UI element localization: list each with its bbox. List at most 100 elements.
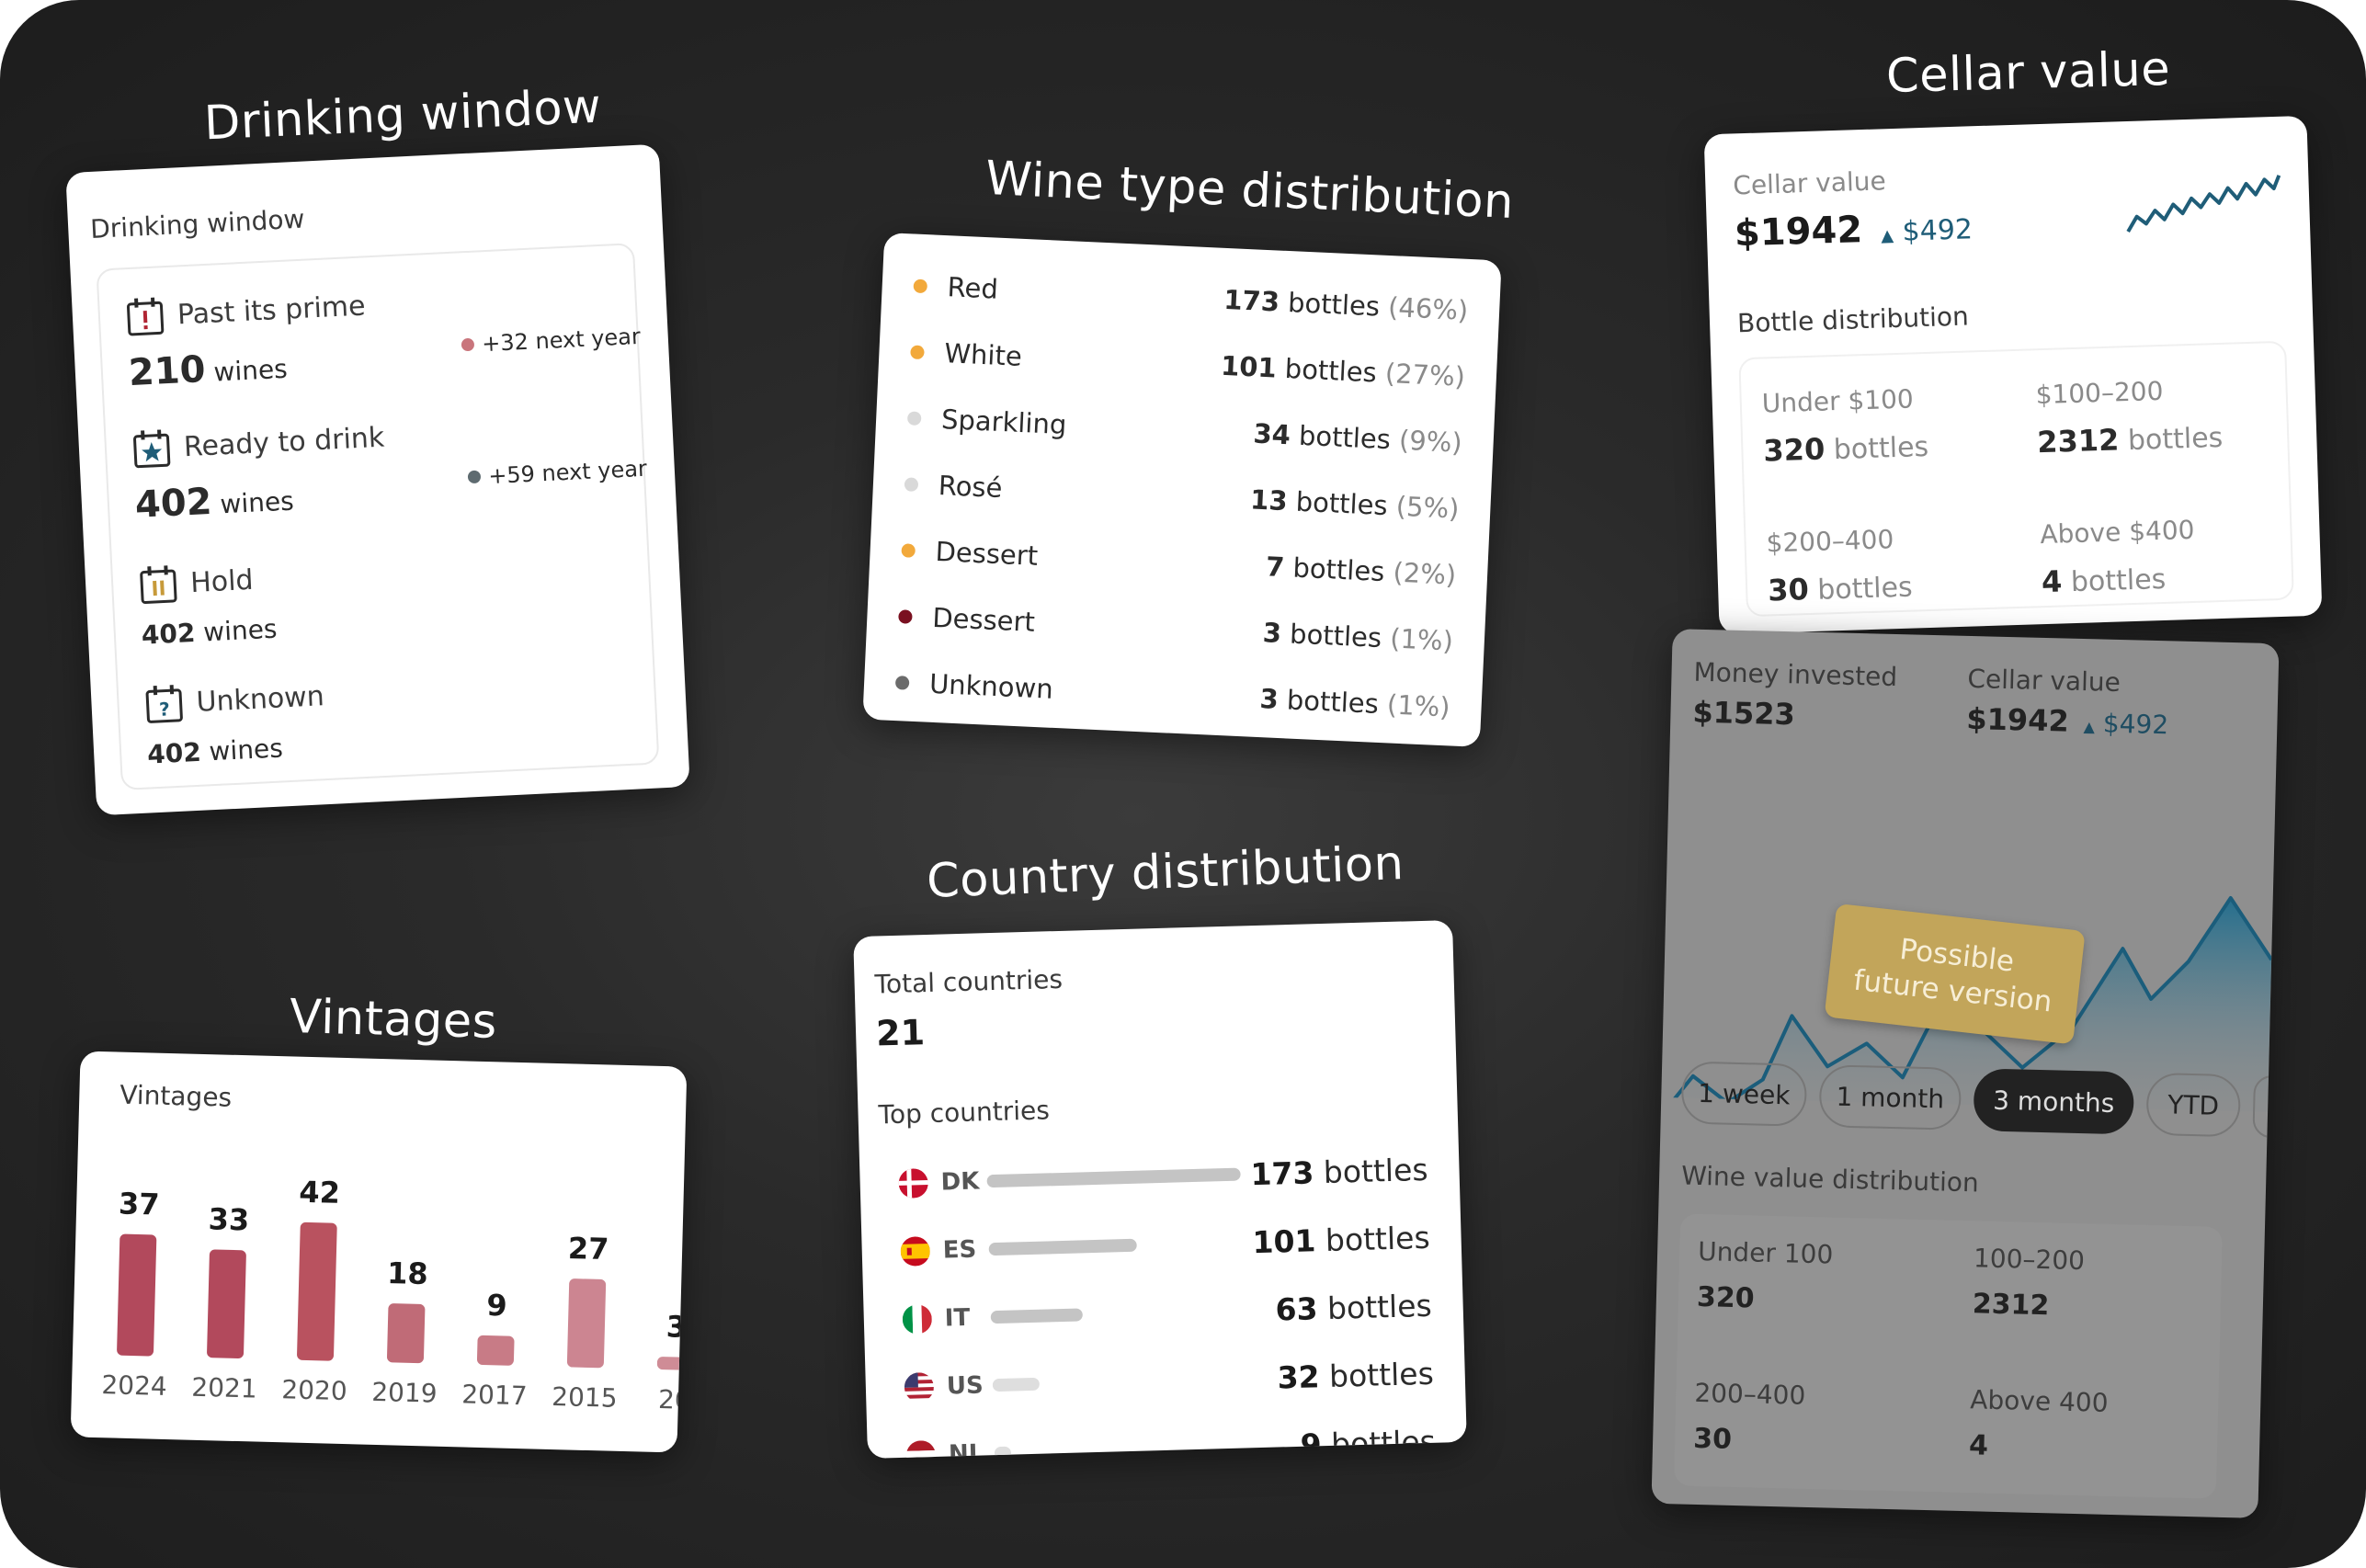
- value-cell-label: 100–200: [1973, 1243, 2086, 1277]
- country-code: ES: [942, 1235, 977, 1265]
- vintage-bar[interactable]: [656, 1357, 688, 1370]
- country-row[interactable]: NL 9 bottles: [905, 1415, 1436, 1459]
- cellar-value-label: Cellar value: [1732, 165, 1887, 201]
- wine-value-distribution-label: Wine value distribution: [1680, 1160, 1980, 1199]
- country-share-bar: [988, 1238, 1137, 1256]
- value-cell-under-100[interactable]: Under 100 320: [1697, 1236, 1834, 1317]
- cellar-value-row: $1942 ▲ $492: [1734, 205, 1973, 255]
- drinking-window-row-ready[interactable]: Ready to drink 402 wines +59 next year: [131, 405, 647, 527]
- wine-type-row[interactable]: Sparkling 34 bottles (9%): [906, 390, 1463, 470]
- period-more[interactable]: [2252, 1074, 2280, 1139]
- hold-title: Hold: [189, 563, 255, 599]
- hold-unit: wines: [202, 613, 279, 648]
- country-row[interactable]: US 32 bottles: [904, 1347, 1434, 1414]
- wine-type-dot-icon: [904, 476, 919, 492]
- value-cell-above-400[interactable]: Above 400 4: [1969, 1384, 2109, 1465]
- country-unit: bottles: [1323, 1151, 1429, 1190]
- bottle-cell-count: 4: [2041, 563, 2063, 600]
- top-countries-label: Top countries: [878, 1095, 1051, 1131]
- future-cellar-change-text: $492: [2102, 708, 2169, 741]
- future-cellar-value: $1942: [1965, 700, 2070, 739]
- calendar-alert-icon: [126, 297, 165, 336]
- country-row[interactable]: DK 173 bottles: [898, 1143, 1428, 1210]
- bottle-cell-100-200[interactable]: $100–200 2312 bottles: [2035, 374, 2224, 460]
- country-code: DK: [940, 1167, 980, 1197]
- vintage-bar[interactable]: [117, 1233, 157, 1357]
- vintage-bar[interactable]: [476, 1335, 515, 1366]
- period-1-week[interactable]: 1 week: [1680, 1061, 1808, 1127]
- value-cell-200-400[interactable]: 200–400 30: [1693, 1378, 1806, 1458]
- future-cellar-change: ▲ $492: [2083, 708, 2169, 741]
- bottle-cell-under-100[interactable]: Under $100 320 bottles: [1761, 383, 1928, 468]
- country-count: 173: [1249, 1153, 1314, 1192]
- triangle-up-icon: ▲: [2083, 718, 2096, 736]
- future-cellar-label: Cellar value: [1967, 663, 2121, 698]
- value-cell-value: 30: [1692, 1422, 1733, 1456]
- wine-type-card: Red 173 bottles (46%) White 101 bottles (27…: [862, 233, 1502, 747]
- country-section-title: Country distribution: [926, 836, 1405, 909]
- drinking-window-list: Past its prime 210 wines +32 next year R…: [96, 243, 660, 791]
- drinking-window-row-hold[interactable]: Hold 402 wines: [138, 541, 629, 651]
- period-1-month[interactable]: 1 month: [1818, 1064, 1962, 1131]
- country-share-bar: [986, 1167, 1241, 1188]
- wine-type-dot-icon: [898, 608, 913, 624]
- wine-type-row[interactable]: Dessert 3 bottles (1%): [897, 588, 1454, 668]
- wine-type-value: 7 bottles (2%): [1265, 551, 1457, 590]
- wine-type-label: White: [943, 337, 1023, 372]
- wine-type-row[interactable]: Red 173 bottles (46%): [912, 258, 1469, 338]
- value-cell-value: 320: [1696, 1280, 1755, 1315]
- period-ytd[interactable]: YTD: [2145, 1072, 2242, 1138]
- vintage-bar[interactable]: [566, 1278, 607, 1369]
- wine-type-pct: (9%): [1398, 424, 1463, 459]
- country-share-bar: [990, 1308, 1083, 1324]
- future-cellar-value-block: Cellar value $1942 ▲ $492: [1966, 664, 2170, 741]
- denmark-flag-icon: [898, 1168, 929, 1199]
- country-share-bar: [994, 1446, 1012, 1459]
- country-count: 32: [1277, 1358, 1321, 1396]
- vintage-bar[interactable]: [207, 1249, 246, 1359]
- country-value: 101 bottles: [1252, 1219, 1430, 1259]
- wine-type-dot-icon: [901, 542, 916, 558]
- country-row[interactable]: ES 101 bottles: [900, 1211, 1430, 1278]
- wine-type-unit: bottles: [1286, 684, 1380, 720]
- bottle-cell-above-400[interactable]: Above $400 4 bottles: [2040, 515, 2197, 599]
- total-countries-value: 21: [875, 1012, 926, 1054]
- usa-flag-icon: [904, 1371, 935, 1403]
- calendar-question-icon: ?: [145, 685, 183, 723]
- wine-type-label: Dessert: [934, 535, 1039, 572]
- hold-count: 402: [141, 617, 197, 651]
- drinking-window-row-unknown[interactable]: ? Unknown 402 wines: [144, 661, 635, 770]
- cellar-value-card: Cellar value $1942 ▲ $492 Bottle distrib…: [1703, 115, 2323, 635]
- wine-type-row[interactable]: White 101 bottles (27%): [909, 324, 1466, 403]
- wine-type-dot-icon: [894, 675, 910, 690]
- sparkline-chart: [2126, 175, 2281, 233]
- country-value: 63 bottles: [1275, 1287, 1432, 1327]
- period-3-months[interactable]: 3 months: [1973, 1068, 2135, 1135]
- wine-type-pct: (1%): [1386, 688, 1451, 723]
- cellar-value-section-title: Cellar value: [1885, 41, 2171, 105]
- country-row[interactable]: IT 63 bottles: [902, 1279, 1432, 1346]
- wine-type-value: 173 bottles (46%): [1223, 284, 1469, 326]
- drinking-window-section-title: Drinking window: [202, 79, 603, 152]
- wine-type-dot-icon: [913, 278, 928, 293]
- vintage-bar[interactable]: [387, 1303, 426, 1364]
- country-unit: bottles: [1328, 1355, 1435, 1394]
- wine-type-row[interactable]: Rosé 13 bottles (5%): [904, 456, 1461, 536]
- wine-type-value: 101 bottles (27%): [1220, 350, 1465, 392]
- wine-type-count: 3: [1262, 617, 1282, 650]
- calendar-pause-icon: [140, 565, 177, 605]
- value-cell-value: 2312: [1972, 1288, 2050, 1323]
- wine-type-label: Rosé: [938, 469, 1004, 505]
- wine-type-pct: (2%): [1392, 556, 1457, 591]
- past-prime-next-text: +32 next year: [481, 323, 642, 358]
- ready-count: 402: [133, 480, 213, 527]
- wine-type-row[interactable]: Unknown 3 bottles (1%): [894, 654, 1451, 734]
- drinking-window-row-past-prime[interactable]: Past its prime 210 wines +32 next year: [125, 273, 641, 394]
- value-cell-100-200[interactable]: 100–200 2312: [1972, 1243, 2085, 1323]
- bottle-cell-200-400[interactable]: $200–400 30 bottles: [1766, 524, 1913, 608]
- wine-type-section-title: Wine type distribution: [984, 151, 1516, 231]
- wine-type-row[interactable]: Dessert 7 bottles (2%): [900, 522, 1457, 602]
- vintage-bar[interactable]: [297, 1221, 337, 1361]
- country-card: Total countries 21 Top countries DK 173 b…: [853, 920, 1467, 1459]
- ready-next-text: +59 next year: [487, 455, 648, 490]
